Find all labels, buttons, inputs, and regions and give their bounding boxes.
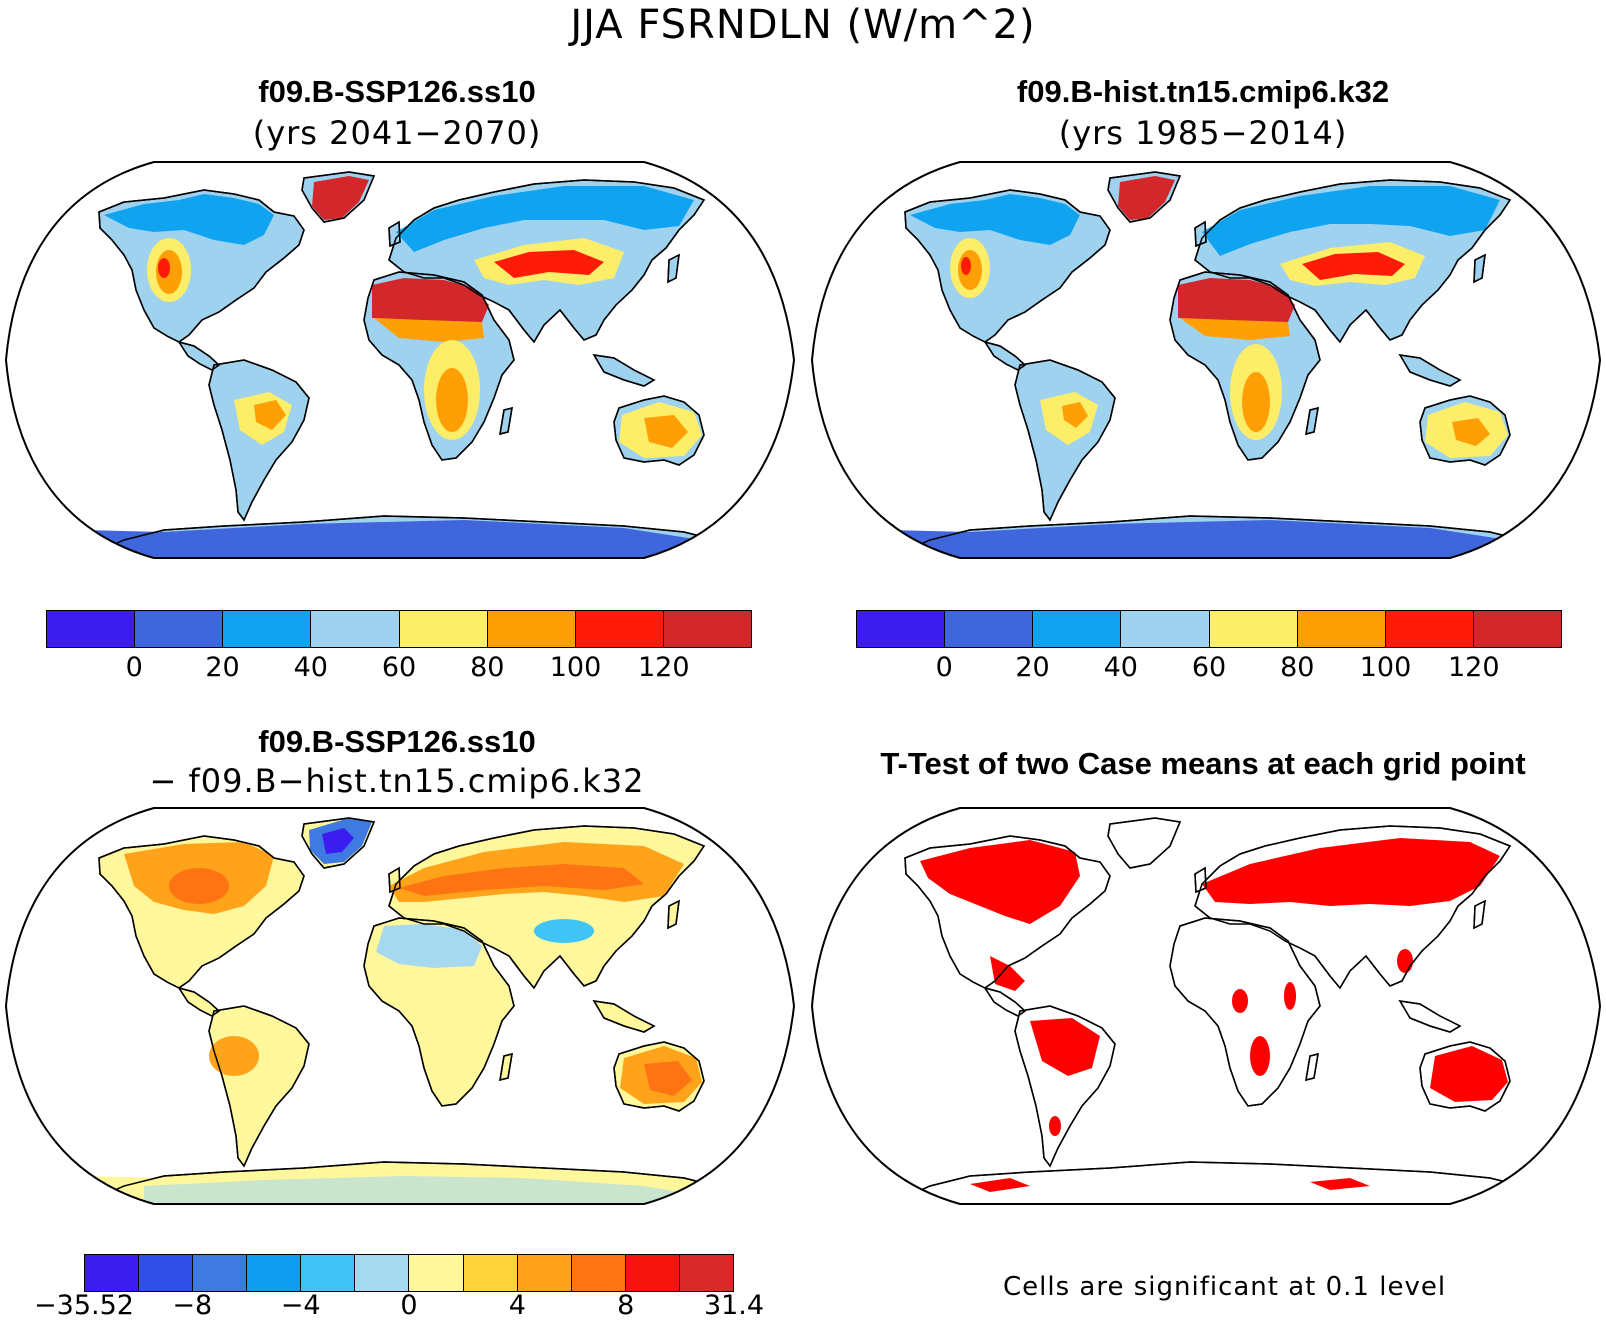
diff-colorbar-swatch-9 [571,1255,626,1291]
diff-colorbar-tick-label: 0 [400,1290,418,1321]
diff-title: f09.B-SSP126.ss10 [258,724,536,759]
case-colorbar-tick-label: 120 [637,652,690,683]
control-subtitle: (yrs 1985−2014) [1058,114,1348,152]
case-colorbar-swatch-2 [223,611,312,647]
diff-colorbar-tick-label: −4 [280,1290,321,1321]
diff-colorbar-swatch-1 [139,1255,194,1291]
control-colorbar-swatch-2 [1033,611,1122,647]
case-subtitle: (yrs 2041−2070) [252,114,542,152]
case-colorbar-tick-label: 20 [205,652,240,683]
case-colorbar-tick-label: 40 [293,652,328,683]
diff-colorbar-swatch-3 [247,1255,302,1291]
control-colorbar-tick-label: 40 [1103,652,1138,683]
case-colorbar-tick-label: 100 [549,652,602,683]
case-colorbar-tick-label: 80 [470,652,505,683]
diff-colorbar-swatch-10 [625,1255,680,1291]
case-colorbar-swatch-3 [311,611,400,647]
control-colorbar-tick-label: 0 [935,652,953,683]
diff-colorbar-swatch-7 [463,1255,518,1291]
diff-colorbar-tick-label: 4 [508,1290,526,1321]
diff-colorbar-tick-label: 31.4 [703,1290,765,1321]
case-colorbar-swatch-7 [663,611,751,647]
diff-colorbar-swatch-8 [517,1255,572,1291]
diff-colorbar [84,1254,734,1292]
control-colorbar-swatch-0 [857,611,946,647]
diff-colorbar-tick-label: 8 [617,1290,635,1321]
main-title: JJA FSRNDLN (W/m^2) [570,2,1036,48]
diff-colorbar-tick-label: −35.52 [34,1290,134,1321]
control-colorbar-swatch-1 [945,611,1034,647]
case-map [4,161,796,559]
diff-colorbar-swatch-11 [679,1255,733,1291]
diff-colorbar-swatch-5 [355,1255,410,1291]
case-colorbar-swatch-1 [135,611,224,647]
control-title: f09.B-hist.tn15.cmip6.k32 [1016,74,1390,109]
control-colorbar-tick-label: 20 [1015,652,1050,683]
control-colorbar-swatch-5 [1297,611,1386,647]
ttest-map [810,807,1602,1205]
case-colorbar-swatch-4 [399,611,488,647]
case-title: f09.B-SSP126.ss10 [258,74,536,109]
case-colorbar-swatch-0 [47,611,136,647]
control-colorbar-tick-label: 80 [1280,652,1315,683]
case-colorbar-swatch-5 [487,611,576,647]
control-colorbar-tick-label: 120 [1447,652,1500,683]
case-colorbar-tick-label: 0 [125,652,143,683]
control-map [810,161,1602,559]
case-colorbar [46,610,752,648]
control-colorbar-tick-label: 60 [1191,652,1227,683]
case-field-overlay [84,176,734,558]
diff-colorbar-tick-label: −8 [172,1290,213,1321]
diff-subtitle: − f09.B−hist.tn15.cmip6.k32 [149,762,645,800]
control-colorbar-tick-label: 100 [1359,652,1412,683]
diff-colorbar-swatch-2 [193,1255,248,1291]
case-colorbar-swatch-6 [575,611,664,647]
case-colorbar-tick-label: 60 [381,652,417,683]
control-colorbar-swatch-7 [1473,611,1561,647]
diff-colorbar-swatch-4 [301,1255,356,1291]
control-colorbar-swatch-3 [1121,611,1210,647]
control-colorbar-swatch-6 [1385,611,1474,647]
ttest-title: T-Test of two Case means at each grid po… [880,746,1526,781]
significance-cells [920,838,1508,1192]
diff-map [4,807,796,1205]
significance-note: Cells are significant at 0.1 level [1003,1272,1447,1302]
diff-colorbar-swatch-0 [85,1255,140,1291]
control-colorbar [856,610,1562,648]
diff-colorbar-swatch-6 [409,1255,464,1291]
control-colorbar-swatch-4 [1209,611,1298,647]
